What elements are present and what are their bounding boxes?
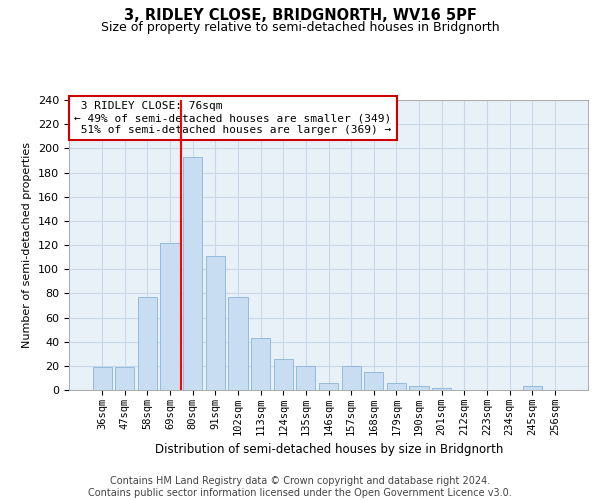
Bar <box>92 367 112 390</box>
Bar <box>160 242 180 390</box>
Bar <box>183 157 202 390</box>
Bar <box>115 367 134 390</box>
Bar <box>364 372 383 390</box>
Text: Distribution of semi-detached houses by size in Bridgnorth: Distribution of semi-detached houses by … <box>155 442 503 456</box>
Bar <box>523 386 542 390</box>
Bar <box>274 358 293 390</box>
Bar <box>229 297 248 390</box>
Text: 3 RIDLEY CLOSE: 76sqm
← 49% of semi-detached houses are smaller (349)
 51% of se: 3 RIDLEY CLOSE: 76sqm ← 49% of semi-deta… <box>74 102 391 134</box>
Bar <box>387 383 406 390</box>
Bar <box>138 297 157 390</box>
Bar <box>206 256 225 390</box>
Text: Contains HM Land Registry data © Crown copyright and database right 2024.
Contai: Contains HM Land Registry data © Crown c… <box>88 476 512 498</box>
Bar <box>251 338 270 390</box>
Bar <box>296 366 316 390</box>
Bar <box>341 366 361 390</box>
Text: 3, RIDLEY CLOSE, BRIDGNORTH, WV16 5PF: 3, RIDLEY CLOSE, BRIDGNORTH, WV16 5PF <box>124 8 476 22</box>
Bar <box>409 386 428 390</box>
Text: Size of property relative to semi-detached houses in Bridgnorth: Size of property relative to semi-detach… <box>101 21 499 34</box>
Y-axis label: Number of semi-detached properties: Number of semi-detached properties <box>22 142 32 348</box>
Bar <box>432 388 451 390</box>
Bar <box>319 383 338 390</box>
